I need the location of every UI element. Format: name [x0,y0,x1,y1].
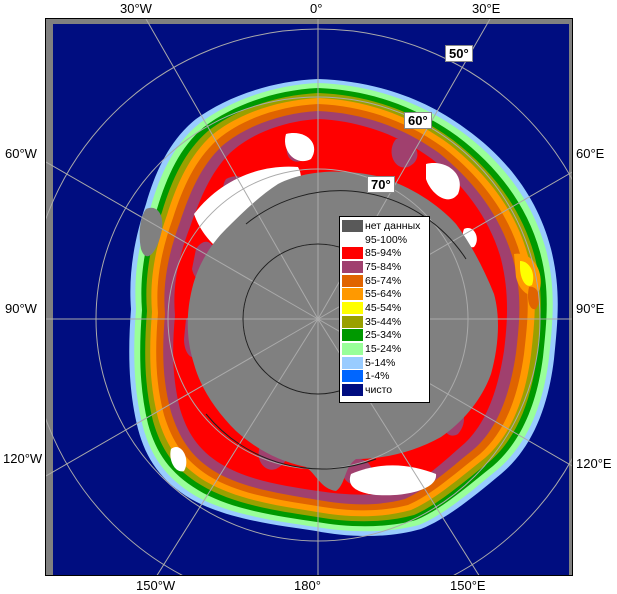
legend-label: чисто [365,384,393,397]
lon-label-30w: 30°W [120,1,152,16]
legend-item: чисто [342,383,427,397]
meridian-30w [145,19,319,320]
legend-item: нет данных [342,219,427,233]
legend-swatch [342,260,363,273]
legend-swatch [342,370,363,383]
legend-swatch [342,233,363,246]
lon-label-60w: 60°W [5,146,37,161]
legend-swatch [342,219,363,232]
legend-label: 25-34% [365,329,402,342]
lon-label-150w: 150°W [136,578,176,593]
legend-swatch [342,247,363,260]
legend-item: 35-44% [342,315,427,329]
lon-label-150e: 150°E [450,578,486,593]
ice-patches-45-64 [514,253,541,310]
legend-item: 65-74% [342,274,427,288]
legend-label: 45-54% [365,301,402,314]
legend-label: 65-74% [365,274,402,287]
legend-item: 25-34% [342,329,427,343]
lat-label-70: 70° [367,176,395,193]
legend-item: 5-14% [342,356,427,370]
lon-label-120e: 120°E [576,456,612,471]
legend-label: 55-64% [365,288,402,301]
legend-swatch [342,288,363,301]
legend-item: 15-24% [342,342,427,356]
legend-item: 85-94% [342,246,427,260]
meridian-120w [46,318,319,477]
legend-item: 55-64% [342,287,427,301]
legend-item: 75-84% [342,260,427,274]
legend-label: нет данных [365,219,421,232]
legend-label: 75-84% [365,260,402,273]
meridian-60w [46,161,319,320]
lon-label-90e: 90°E [576,301,605,316]
legend-swatch [342,315,363,328]
lat-label-60: 60° [404,112,432,129]
legend-swatch [342,274,363,287]
graticule [46,19,572,575]
lat-label-50: 50° [445,45,473,62]
lon-label-0: 0° [310,1,323,16]
legend-swatch [342,343,363,356]
ice-concentration-map [46,19,572,575]
legend-item: 1-4% [342,370,427,384]
lon-label-120w: 120°W [3,451,43,466]
legend-swatch [342,329,363,342]
legend-item: 45-54% [342,301,427,315]
legend: нет данных 95-100% 85-94% 75-84% 65-74% 55-64… [339,216,430,403]
legend-swatch [342,384,363,397]
legend-swatch [342,301,363,314]
meridian-150w [156,318,319,575]
legend-swatch [342,356,363,369]
lon-label-60e: 60°E [576,146,605,161]
legend-item: 95-100% [342,233,427,247]
lon-label-30e: 30°E [472,1,501,16]
legend-label: 95-100% [365,233,408,246]
lon-label-90w: 90°W [5,301,37,316]
lon-label-180: 180° [294,578,321,593]
legend-label: 5-14% [365,356,396,369]
map-frame [45,18,573,576]
legend-label: 1-4% [365,370,390,383]
legend-label: 35-44% [365,315,402,328]
legend-label: 85-94% [365,247,402,260]
legend-label: 15-24% [365,343,402,356]
